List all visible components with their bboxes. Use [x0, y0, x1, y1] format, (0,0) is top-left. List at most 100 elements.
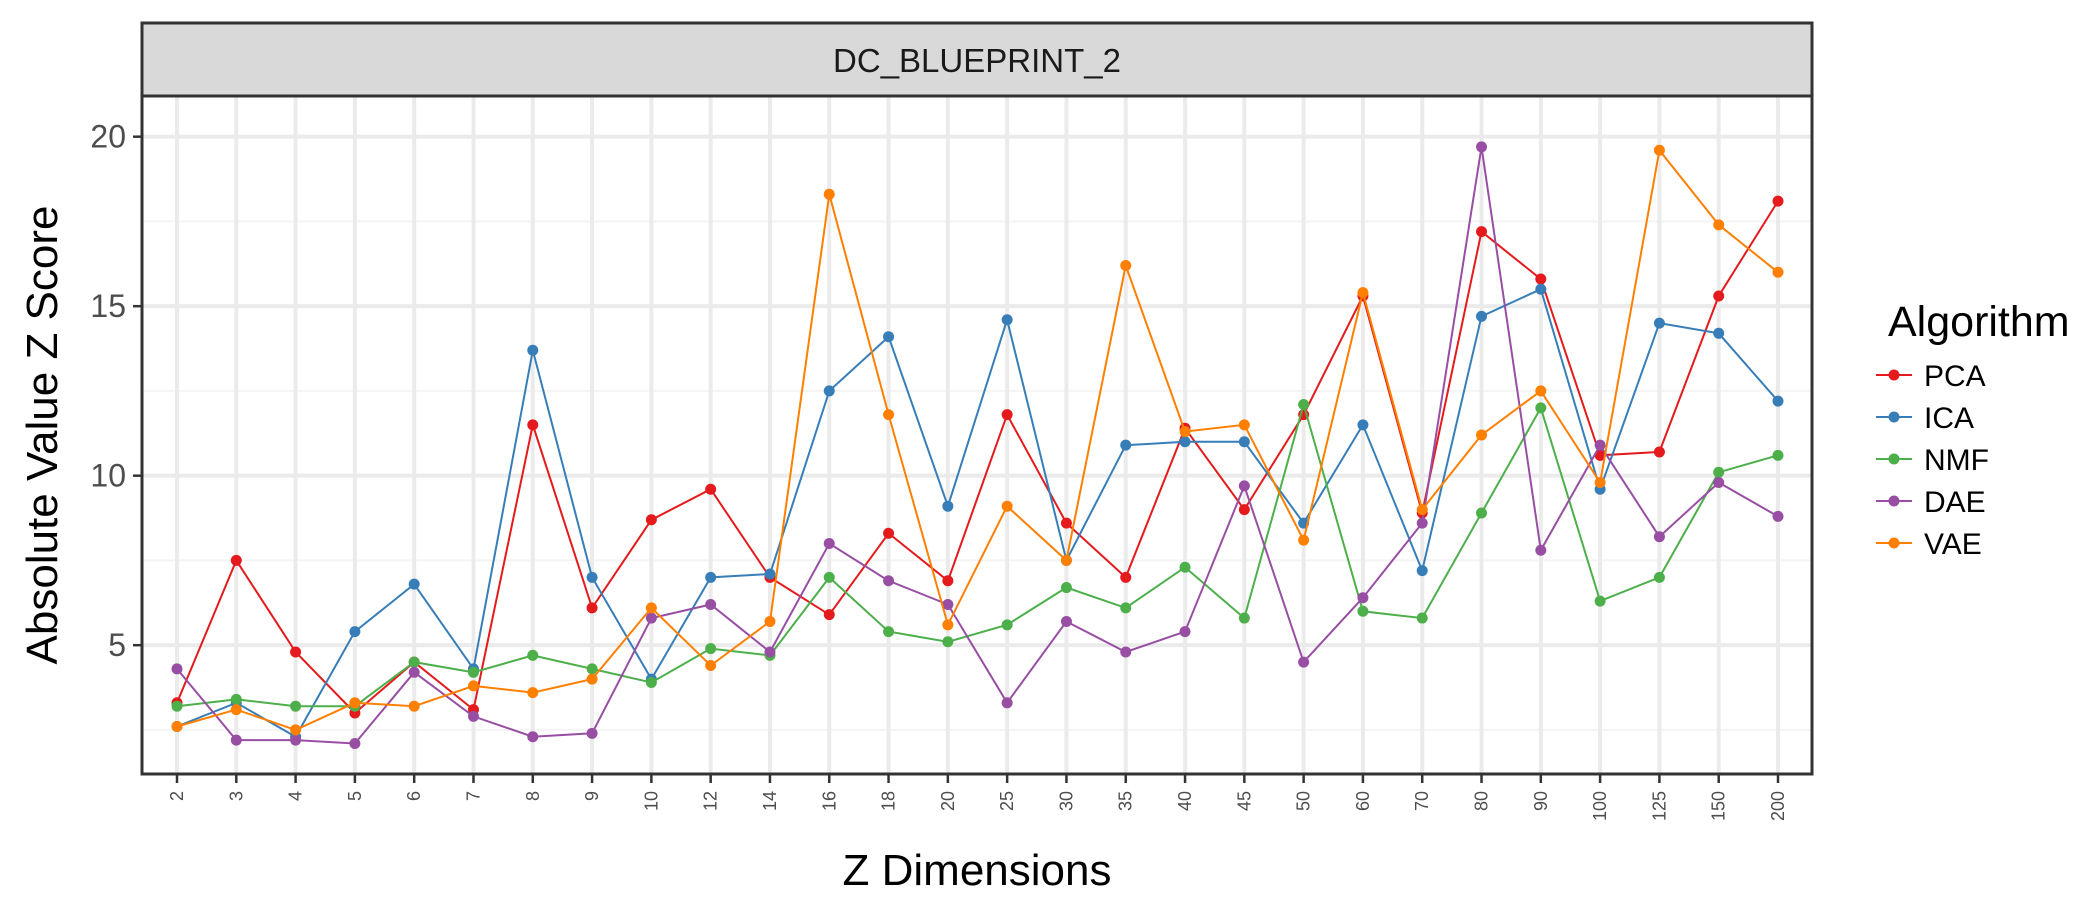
data-point-nmf	[1060, 582, 1072, 594]
x-tick-label: 80	[1472, 791, 1492, 811]
data-point-vae	[1713, 219, 1725, 231]
x-axis-title: Z Dimensions	[843, 846, 1112, 895]
data-point-pca	[1238, 504, 1250, 516]
x-tick-label: 16	[819, 791, 839, 811]
data-point-pca	[527, 419, 539, 431]
data-point-nmf	[1238, 612, 1250, 624]
series-line-nmf	[176, 400, 1779, 708]
data-point-nmf	[1298, 398, 1310, 410]
data-point-pca	[1120, 571, 1132, 583]
data-point-dae	[290, 734, 302, 746]
series-dae	[171, 141, 1784, 749]
legend-label: NMF	[1924, 444, 1989, 477]
data-point-nmf	[290, 700, 302, 712]
data-point-dae	[1179, 626, 1191, 638]
data-point-pca	[1060, 517, 1072, 529]
x-tick-label: 50	[1294, 791, 1314, 811]
x-axis: 2 3 4 5 6 7 8 9 10 12 14 16 18 20 25 30 35 40 45 50 60 70 80 90…	[167, 774, 1788, 821]
data-point-nmf	[527, 649, 539, 661]
data-point-vae	[823, 188, 835, 200]
plot-panel	[140, 94, 1814, 776]
legend-label: VAE	[1924, 528, 1982, 561]
data-point-vae	[705, 660, 717, 672]
data-point-vae	[1594, 476, 1606, 488]
data-point-ica	[942, 500, 954, 512]
data-point-dae	[1238, 480, 1250, 492]
x-tick-label: 14	[760, 791, 780, 811]
chart-title: DC_BLUEPRINT_2	[833, 42, 1121, 79]
data-point-nmf	[171, 700, 183, 712]
data-point-nmf	[1416, 612, 1428, 624]
data-point-ica	[1001, 314, 1013, 326]
data-point-nmf	[823, 571, 835, 583]
data-point-vae	[1179, 426, 1191, 438]
x-tick-label: 25	[997, 791, 1017, 811]
x-tick-label: 35	[1116, 791, 1136, 811]
data-point-dae	[1772, 510, 1784, 522]
data-point-vae	[467, 680, 479, 692]
data-point-nmf	[1179, 561, 1191, 573]
x-tick-label: 3	[226, 791, 246, 801]
x-tick-label: 12	[701, 791, 721, 811]
x-tick-label: 6	[404, 791, 424, 801]
series-line-pca	[176, 200, 1779, 715]
x-tick-label: 5	[345, 791, 365, 801]
x-tick-label: 40	[1175, 791, 1195, 811]
data-point-nmf	[705, 643, 717, 655]
data-point-nmf	[408, 656, 420, 668]
x-tick-label: 18	[879, 791, 899, 811]
data-point-pca	[823, 609, 835, 621]
data-point-pca	[586, 602, 598, 614]
data-point-dae	[408, 666, 420, 678]
x-tick-label: 2	[167, 791, 187, 801]
data-point-vae	[527, 687, 539, 699]
y-tick-label: 20	[90, 119, 126, 155]
x-tick-label: 10	[641, 791, 661, 811]
data-point-dae	[1357, 592, 1369, 604]
series-line-vae	[176, 147, 1779, 731]
x-tick-label: 200	[1768, 791, 1788, 821]
series-ica	[171, 283, 1784, 743]
data-point-ica	[1179, 436, 1191, 448]
data-point-ica	[1416, 565, 1428, 577]
data-point-dae	[230, 734, 242, 746]
data-point-dae	[1713, 476, 1725, 488]
data-point-vae	[1238, 419, 1250, 431]
data-point-dae	[645, 612, 657, 624]
data-point-vae	[290, 724, 302, 736]
data-point-dae	[764, 646, 776, 658]
data-point-pca	[230, 554, 242, 566]
data-point-nmf	[1772, 449, 1784, 461]
data-point-ica	[1535, 283, 1547, 295]
data-point-vae	[764, 615, 776, 627]
data-point-nmf	[1594, 595, 1606, 607]
data-point-dae	[467, 710, 479, 722]
data-point-nmf	[230, 693, 242, 705]
data-point-ica	[1476, 310, 1488, 322]
legend-title: Algorithm	[1888, 298, 2070, 346]
legend-key-point	[1888, 411, 1900, 423]
data-point-dae	[1416, 517, 1428, 529]
x-tick-label: 125	[1649, 791, 1669, 821]
facet-strip-background	[140, 21, 1814, 98]
data-point-pca	[1001, 409, 1013, 421]
data-point-vae	[1298, 534, 1310, 546]
data-point-nmf	[1357, 605, 1369, 617]
y-tick-label: 15	[90, 288, 126, 324]
data-point-nmf	[1653, 571, 1665, 583]
data-point-vae	[1476, 429, 1488, 441]
legend-key-point	[1888, 453, 1900, 465]
data-point-vae	[645, 602, 657, 614]
y-axis-title: Absolute Value Z Score	[18, 206, 67, 665]
data-point-dae	[1653, 531, 1665, 543]
data-point-ica	[1238, 436, 1250, 448]
data-point-ica	[823, 385, 835, 397]
data-point-dae	[586, 727, 598, 739]
data-point-vae	[1653, 144, 1665, 156]
data-point-vae	[230, 704, 242, 716]
data-point-nmf	[467, 666, 479, 678]
data-point-ica	[1357, 419, 1369, 431]
x-tick-label: 45	[1234, 791, 1254, 811]
data-point-dae	[705, 599, 717, 610]
data-point-ica	[764, 568, 776, 580]
